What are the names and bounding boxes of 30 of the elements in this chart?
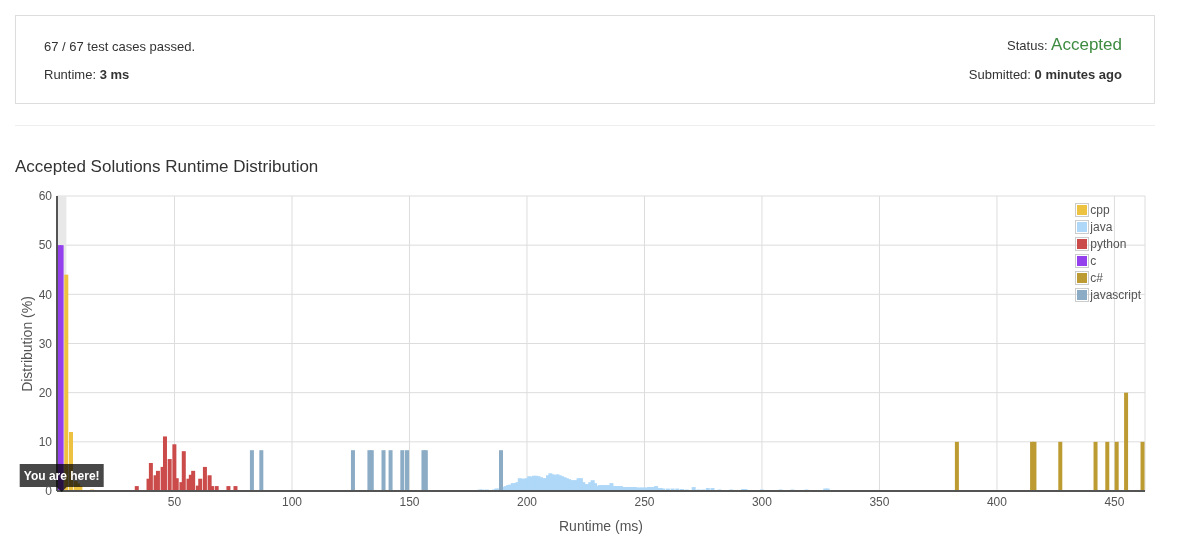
y-tick-label: 10 bbox=[38, 435, 53, 450]
y-tick-label: 60 bbox=[38, 189, 53, 204]
x-tick-label: 50 bbox=[167, 494, 182, 509]
x-axis-title: Runtime (ms) bbox=[558, 518, 643, 534]
legend-label: python bbox=[1090, 236, 1127, 251]
x-tick-label: 250 bbox=[634, 494, 655, 509]
y-tick-label: 20 bbox=[38, 385, 53, 400]
text: Submitted: 0 minutes ago bbox=[968, 67, 1122, 82]
y-tick-label: 50 bbox=[38, 238, 53, 253]
x-tick-label: 450 bbox=[1104, 494, 1125, 509]
legend-label: java bbox=[1090, 219, 1113, 234]
legend-label: cpp bbox=[1090, 202, 1110, 217]
annotation: You are here! bbox=[23, 468, 100, 483]
text: Runtime: 3 ms bbox=[44, 67, 130, 82]
y-tick-label: 40 bbox=[38, 287, 53, 302]
x-tick-label: 400 bbox=[986, 494, 1008, 509]
x-tick-label: 350 bbox=[869, 494, 890, 509]
text: Status: Accepted bbox=[1007, 35, 1122, 54]
legend-label: c# bbox=[1090, 270, 1103, 285]
y-tick-label: 30 bbox=[38, 336, 53, 351]
y-tick-label: 0 bbox=[45, 484, 53, 499]
legend-label: c bbox=[1090, 253, 1097, 268]
text: 67 / 67 test cases passed. bbox=[44, 39, 196, 54]
x-tick-label: 100 bbox=[281, 494, 303, 509]
y-axis-title: Distribution (%) bbox=[19, 295, 35, 392]
legend-label: javascript bbox=[1090, 287, 1141, 302]
x-tick-label: 150 bbox=[399, 494, 420, 509]
chart-title: Accepted Solutions Runtime Distribution bbox=[15, 157, 319, 176]
x-tick-label: 200 bbox=[516, 494, 538, 509]
x-tick-label: 300 bbox=[751, 494, 773, 509]
